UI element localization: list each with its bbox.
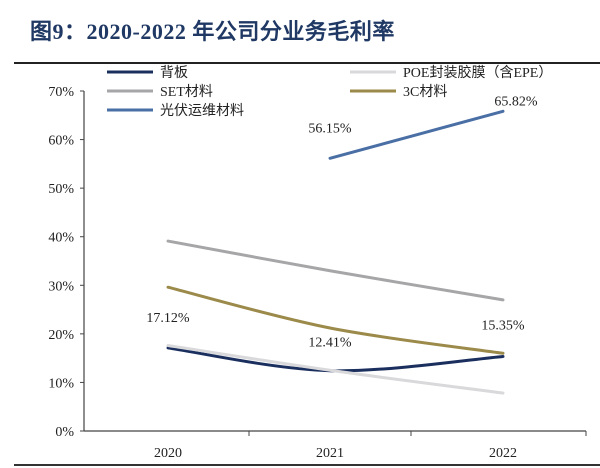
title-divider <box>14 62 600 64</box>
x-tick-label: 2021 <box>316 446 344 461</box>
bottom-divider <box>14 464 600 466</box>
x-tick-label: 2022 <box>489 446 517 461</box>
series-line-3 <box>166 285 505 355</box>
y-tick-label: 0% <box>55 425 74 440</box>
y-tick-label: 50% <box>48 182 74 197</box>
series-line-2 <box>166 239 505 302</box>
data-label: 12.41% <box>308 336 352 351</box>
legend-label: POE封装胶膜（含EPE） <box>403 64 552 81</box>
y-tick-label: 60% <box>48 134 74 149</box>
legend-label: 光伏运维材料 <box>160 103 244 119</box>
chart-title: 图9：2020-2022 年公司分业务毛利率 <box>30 19 395 44</box>
series-line-0 <box>166 346 505 373</box>
legend-label: 3C材料 <box>403 84 447 100</box>
legend-label: 背板 <box>160 65 188 81</box>
x-tick-label: 2020 <box>154 446 182 461</box>
series-line-1 <box>166 344 505 395</box>
data-label: 17.12% <box>146 311 190 326</box>
y-tick-label: 20% <box>48 328 74 343</box>
data-label: 15.35% <box>481 318 525 333</box>
y-tick-label: 30% <box>48 279 74 294</box>
legend-label: SET材料 <box>160 84 213 100</box>
y-tick-label: 10% <box>48 376 74 391</box>
y-tick-label: 70% <box>48 85 74 100</box>
data-label: 65.82% <box>494 94 538 109</box>
series-line-4 <box>328 109 505 160</box>
y-tick-label: 40% <box>48 231 74 246</box>
data-label: 56.15% <box>308 121 352 136</box>
